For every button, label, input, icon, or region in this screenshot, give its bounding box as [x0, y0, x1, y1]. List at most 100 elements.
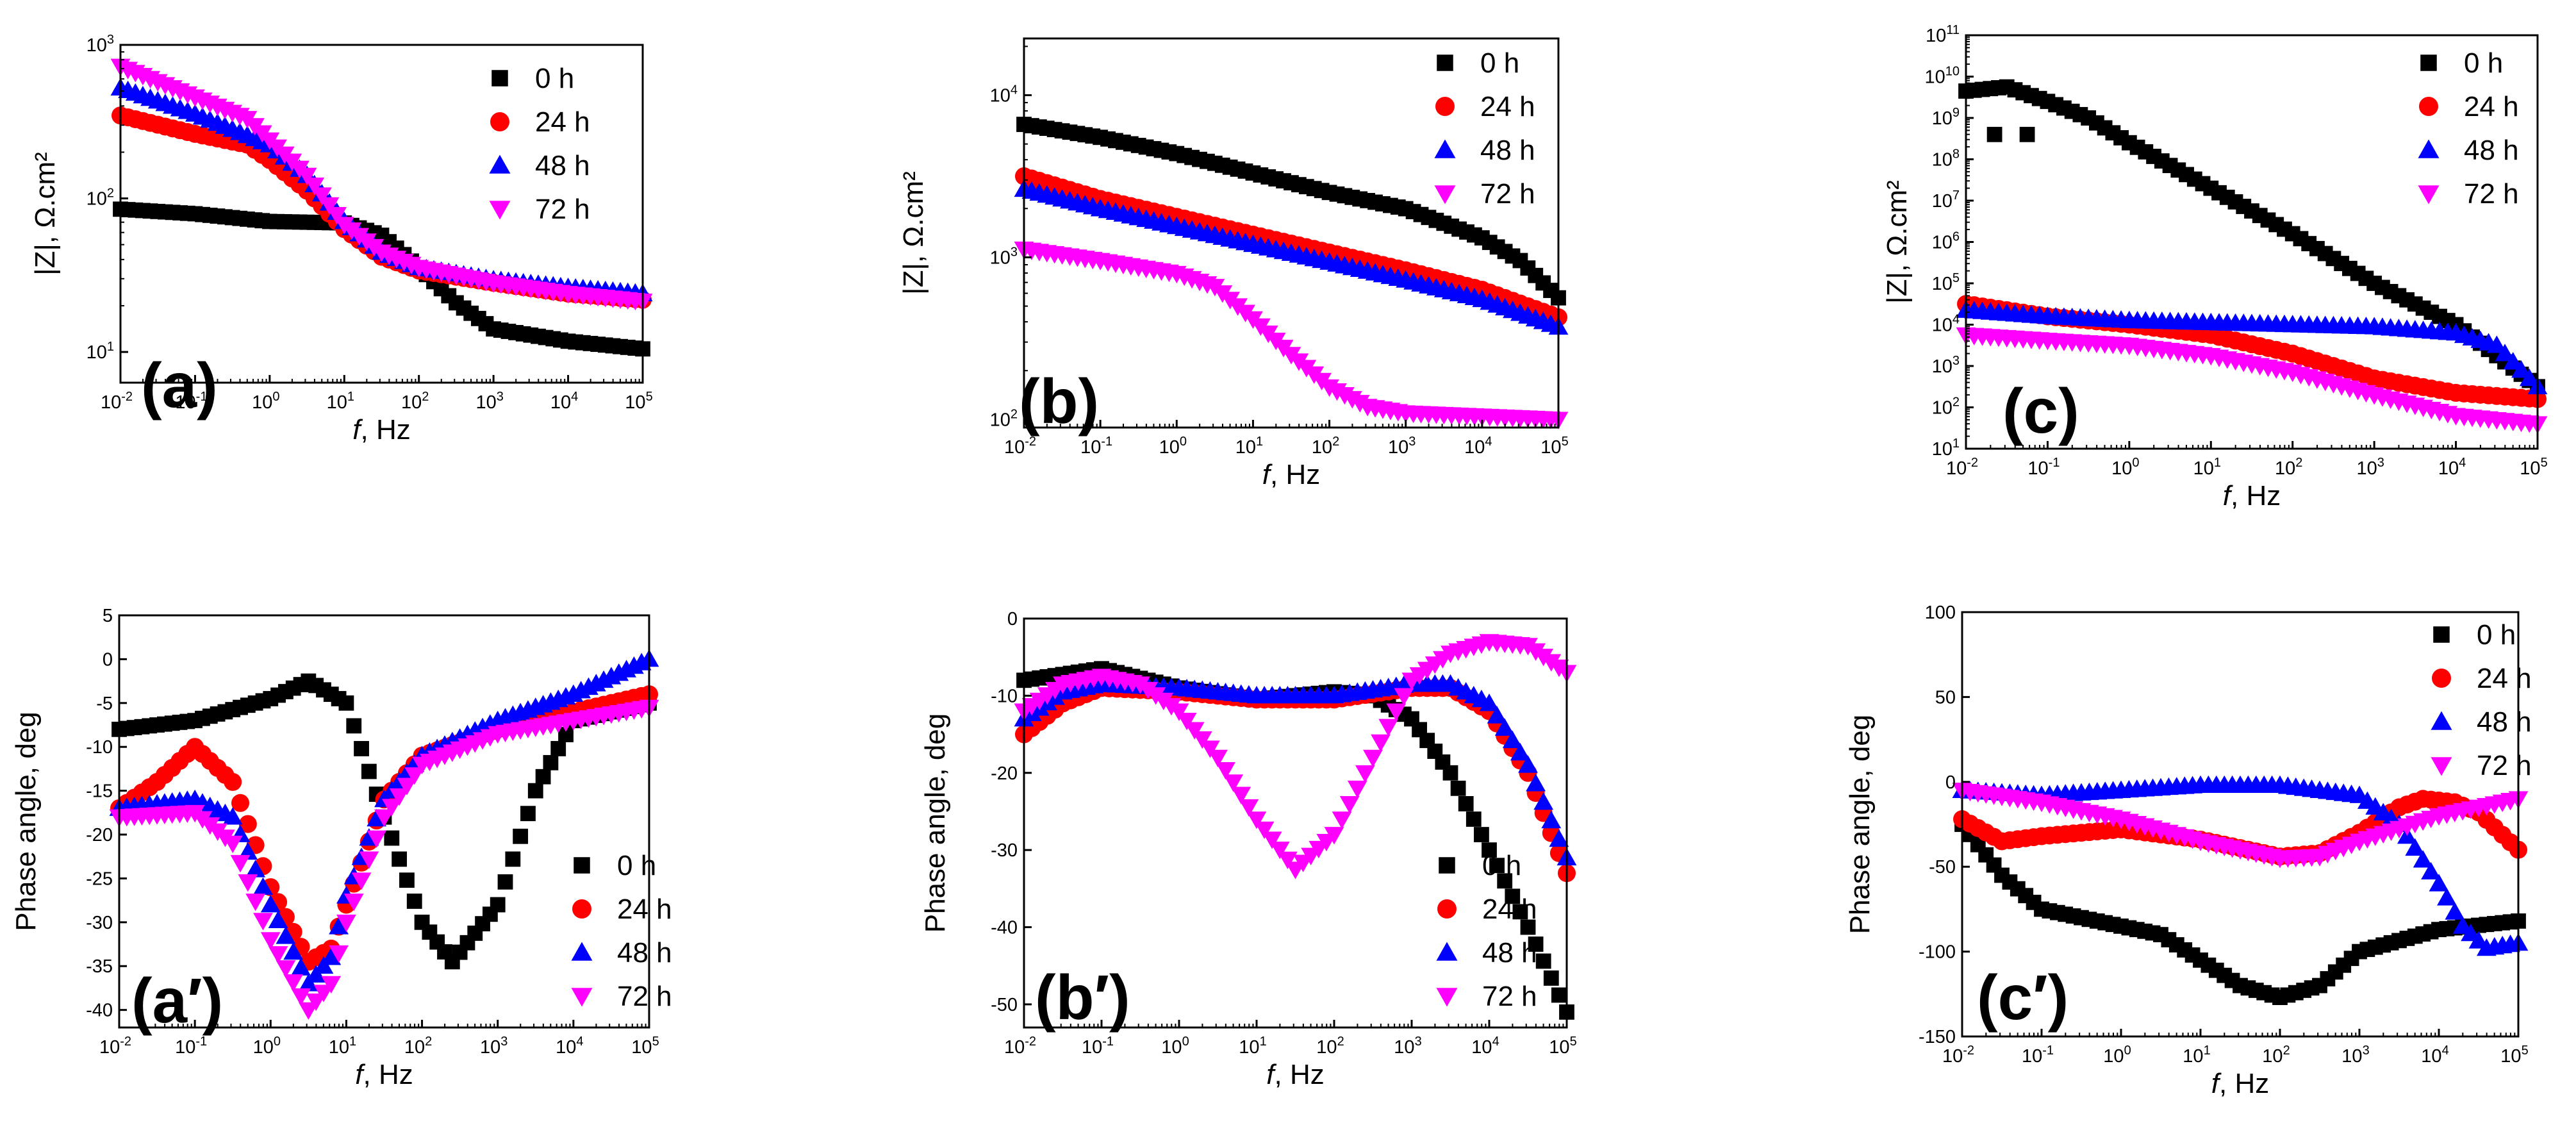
- y-tick-label: 109: [1932, 106, 1960, 129]
- data-point: [2486, 335, 2507, 353]
- legend-label: 72 h: [1482, 981, 1537, 1012]
- data-point: [1223, 774, 1244, 792]
- data-point: [2019, 126, 2035, 142]
- data-markers: [110, 58, 653, 357]
- x-tick-label: 101: [1235, 435, 1263, 458]
- legend-marker: [2420, 54, 2437, 71]
- legend-label: 24 h: [1482, 894, 1537, 925]
- data-point: [1347, 780, 1367, 799]
- legend-label: 72 h: [1480, 178, 1535, 210]
- x-axis-label: f, Hz: [1266, 1059, 1324, 1090]
- data-point: [367, 830, 387, 848]
- data-point: [1239, 799, 1259, 817]
- legend-label: 48 h: [1482, 937, 1537, 969]
- data-point: [397, 778, 417, 795]
- data-point: [399, 872, 415, 888]
- x-tick-label: 102: [401, 390, 429, 413]
- chart-c: 10-2 10-1 100 101 102 103 104 10510110210310410…: [1881, 23, 2548, 512]
- x-tick-label: 102: [1316, 1035, 1344, 1058]
- y-tick-label: -150: [1919, 1027, 1956, 1047]
- x-tick-label: 103: [475, 390, 503, 413]
- data-point: [392, 851, 408, 867]
- data-point: [260, 932, 281, 950]
- y-tick-label: 102: [87, 187, 114, 210]
- panel-label: (a′): [131, 965, 223, 1036]
- y-axis-label: Phase angle, deg: [1844, 715, 1876, 935]
- y-tick-label: -10: [86, 737, 113, 758]
- x-tick-label: 100: [2103, 1044, 2131, 1067]
- x-tick-label: 101: [327, 390, 354, 413]
- data-point: [1520, 919, 1536, 935]
- data-point: [313, 985, 334, 1002]
- data-point: [1262, 831, 1282, 849]
- data-point: [298, 974, 318, 992]
- legend-label: 0 h: [617, 850, 656, 881]
- data-point: [238, 815, 257, 833]
- legend-marker: [2433, 626, 2450, 643]
- data-point: [497, 874, 513, 890]
- y-tick-label: -30: [86, 913, 113, 933]
- data-point: [298, 1002, 318, 1020]
- chart-a: 10-2 10-1 100 101 102 103 104 105 101 102 103 f, Hz…: [29, 33, 653, 445]
- legend-label: 24 h: [2477, 663, 2532, 694]
- data-point: [2519, 368, 2539, 387]
- legend-label: 0 h: [1482, 850, 1521, 881]
- x-tick-label: 104: [556, 1035, 583, 1058]
- legend-marker: [489, 154, 511, 174]
- data-point: [1497, 873, 1513, 889]
- x-tick-label: 104: [550, 390, 578, 413]
- data-point: [1269, 842, 1290, 860]
- legend: 0 h 24 h 48 h 72 h: [2418, 47, 2519, 210]
- chart-b: 10-2 10-1 100 101 102 103 104 105 102 103 104 f, Hz…: [898, 37, 1569, 490]
- data-point: [1339, 796, 1360, 814]
- data-point: [283, 942, 304, 960]
- data-point: [384, 830, 400, 846]
- data-point: [1169, 703, 1189, 721]
- data-point: [1474, 827, 1489, 842]
- data-point: [1549, 829, 1569, 847]
- data-point: [1184, 722, 1205, 740]
- x-tick-label: 10-1: [175, 390, 207, 413]
- series-72h: [110, 58, 653, 312]
- data-point: [520, 806, 536, 822]
- legend-marker: [1437, 899, 1457, 919]
- data-point: [291, 958, 311, 976]
- series-72h: [1014, 241, 1569, 429]
- x-tick-label: 104: [2421, 1044, 2448, 1067]
- data-point: [1541, 810, 1562, 829]
- x-tick-label: 101: [2193, 456, 2221, 479]
- x-tick-label: 105: [1549, 1035, 1576, 1058]
- data-point: [1246, 811, 1267, 829]
- y-axis-label: |Z|, Ω.cm²: [29, 152, 61, 276]
- plot-frame: [1961, 611, 2520, 1038]
- data-point: [1505, 888, 1521, 904]
- y-tick-label: 1010: [1924, 65, 1960, 88]
- data-point: [253, 877, 273, 895]
- x-tick-label: 102: [1312, 435, 1339, 458]
- series-0h: [1954, 817, 2526, 1005]
- legend-label: 72 h: [535, 194, 590, 225]
- data-point: [550, 741, 566, 756]
- data-point: [1200, 740, 1220, 758]
- data-point: [304, 178, 325, 195]
- data-point: [343, 894, 364, 911]
- legend-label: 48 h: [1480, 135, 1535, 166]
- y-axis-label: |Z|, Ω.cm²: [898, 171, 929, 295]
- y-tick-label: 102: [1932, 395, 1960, 419]
- data-point: [1535, 953, 1551, 969]
- y-tick-label: -40: [991, 918, 1018, 938]
- x-tick-label: 105: [2520, 456, 2547, 479]
- y-tick-label: 0: [103, 649, 113, 670]
- data-point: [505, 851, 521, 867]
- y-tick-label: 5: [103, 606, 113, 626]
- y-tick-label: -35: [86, 956, 113, 977]
- data-point: [1551, 987, 1567, 1003]
- data-point: [336, 914, 356, 933]
- data-point: [1442, 765, 1458, 781]
- legend-marker: [491, 70, 508, 87]
- data-point: [245, 894, 266, 911]
- y-tick-label: -20: [86, 825, 113, 845]
- y-tick-label: 105: [1932, 271, 1960, 294]
- x-tick-label: 10-1: [1080, 435, 1112, 458]
